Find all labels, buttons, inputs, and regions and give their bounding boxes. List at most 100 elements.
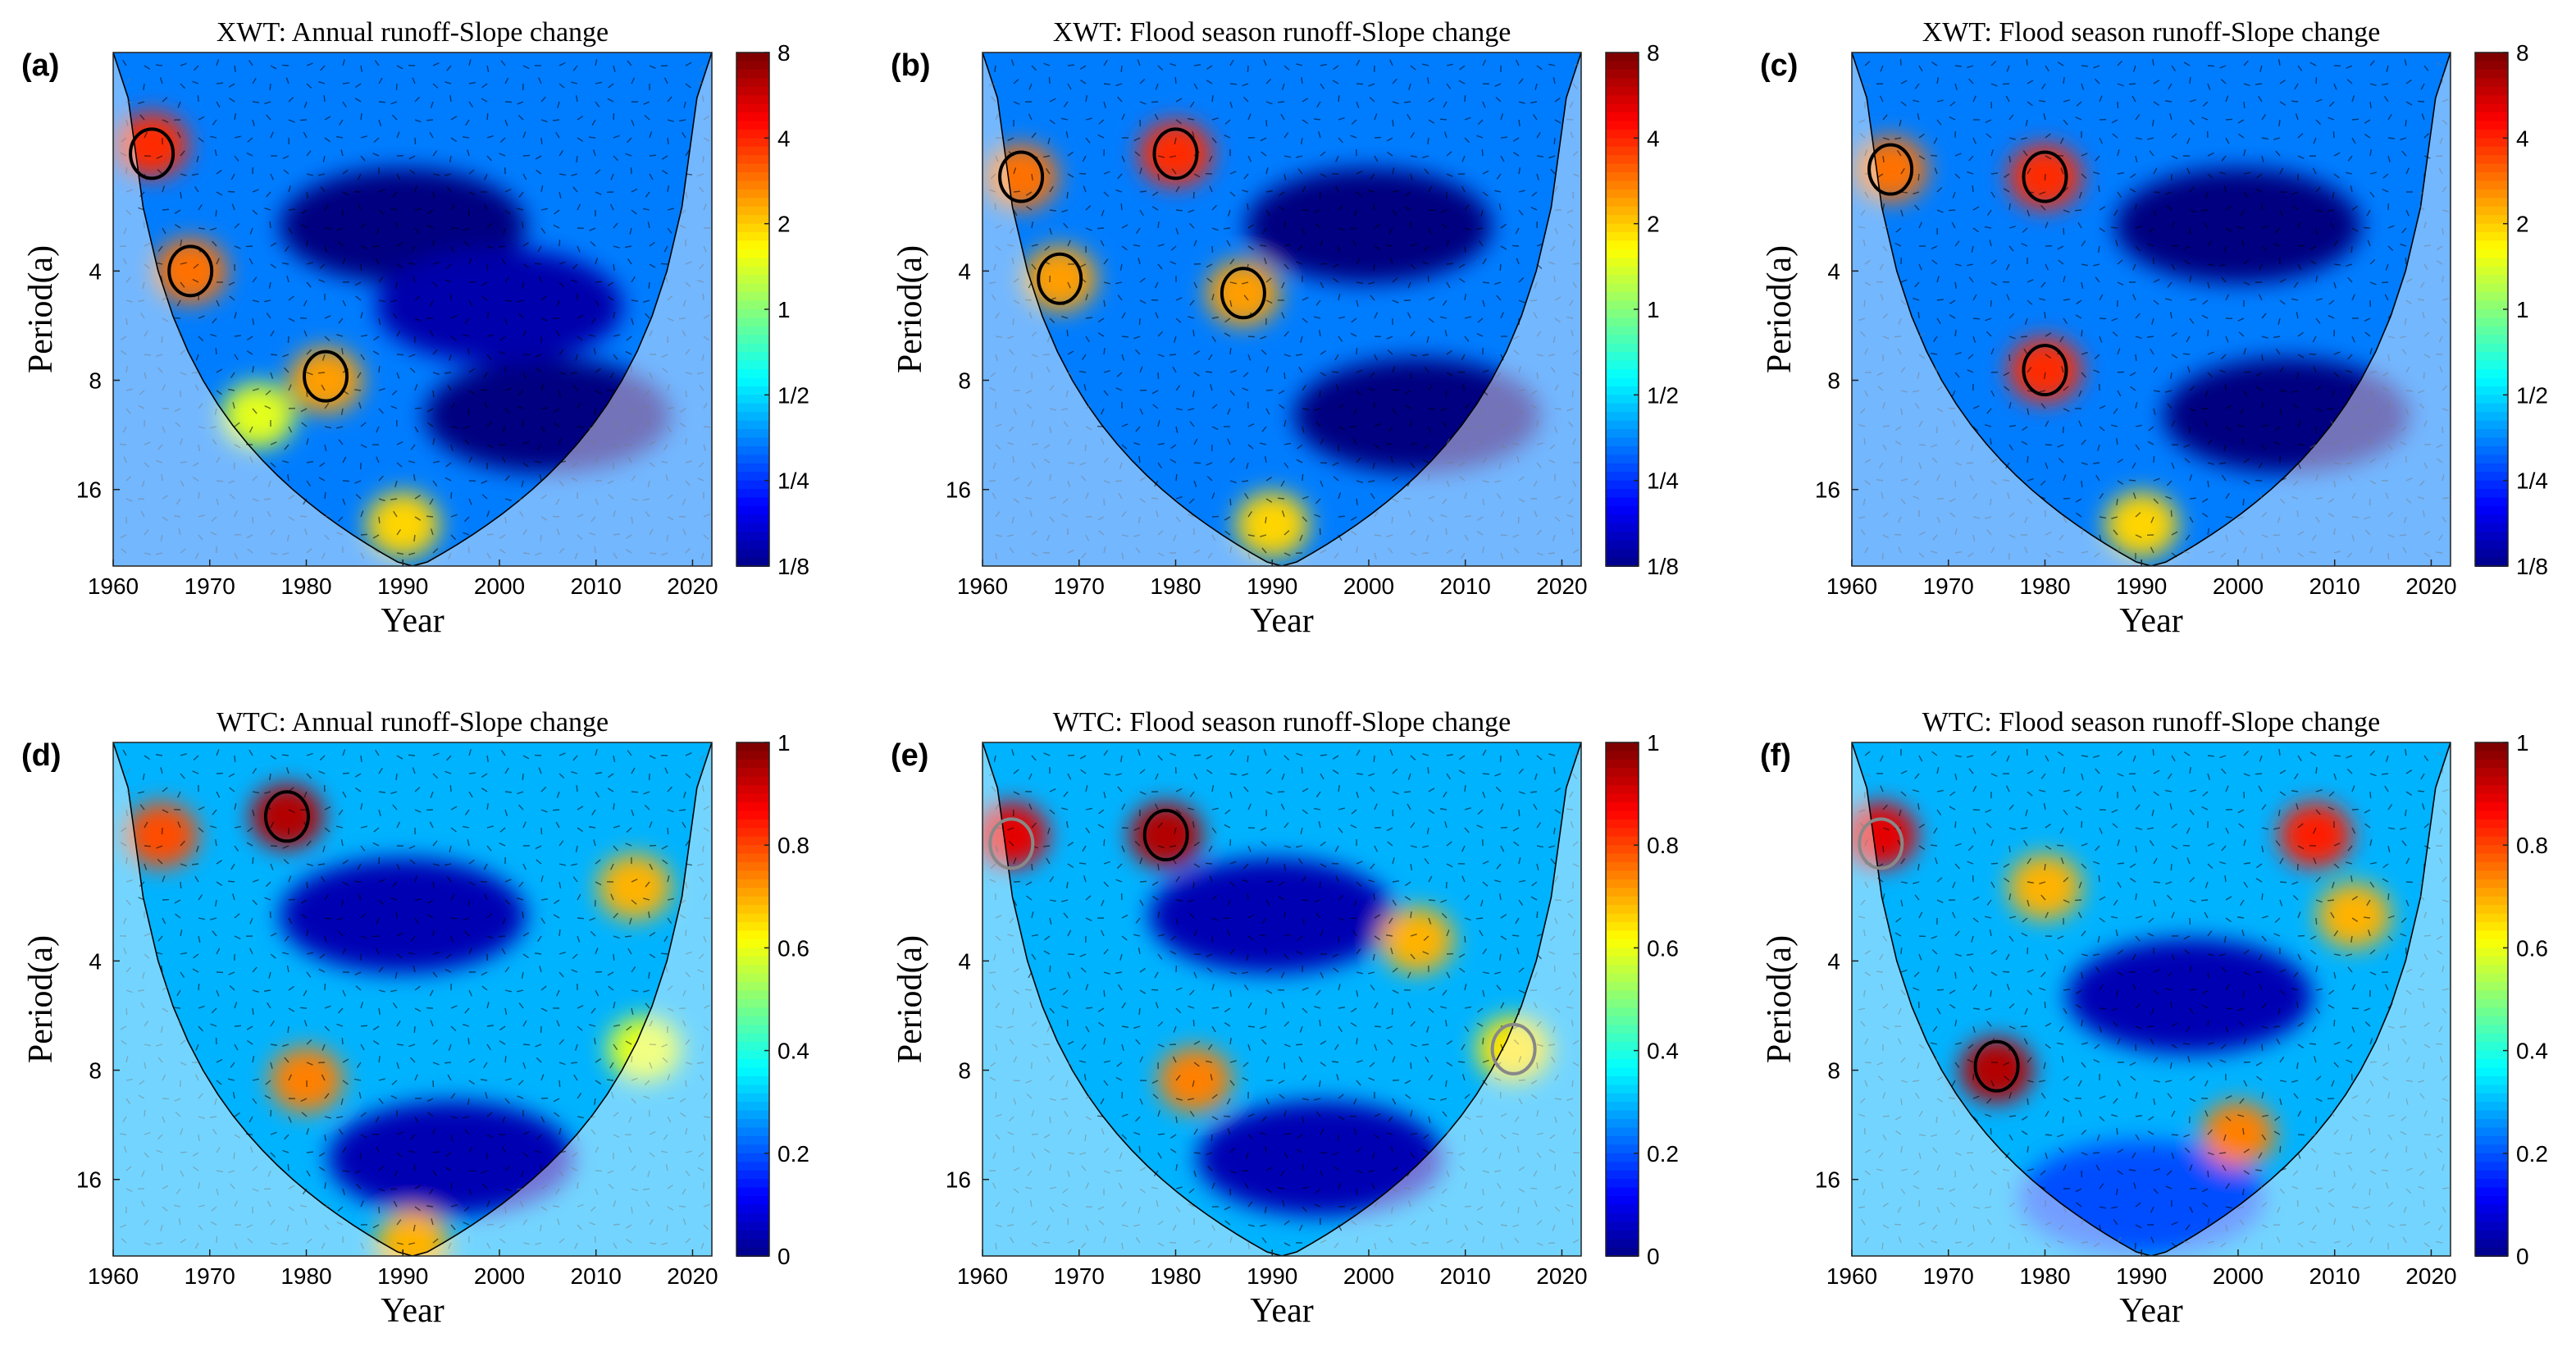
phase-arrow <box>157 858 163 865</box>
phase-arrow <box>504 1007 508 1015</box>
phase-arrow <box>1247 552 1251 559</box>
phase-arrow <box>1084 444 1087 452</box>
phase-arrow <box>1247 534 1255 537</box>
phase-arrow <box>210 135 217 139</box>
phase-arrow <box>1211 1025 1216 1033</box>
phase-arrow <box>2225 205 2232 211</box>
phase-arrow <box>2405 119 2407 127</box>
phase-arrow <box>1013 79 1019 84</box>
phase-arrow <box>1296 459 1303 464</box>
colorbar-segment <box>2475 103 2508 114</box>
phase-arrow <box>2225 534 2228 541</box>
phase-arrow <box>1013 477 1020 482</box>
phase-arrow <box>1514 426 1520 433</box>
phase-arrow <box>360 533 368 536</box>
colorbar-segment <box>2475 189 2508 199</box>
phase-arrow <box>1566 408 1574 412</box>
phase-arrow <box>500 750 506 756</box>
phase-arrow <box>468 81 476 84</box>
phase-arrow <box>2151 317 2154 325</box>
phase-arrow <box>667 227 672 234</box>
phase-arrow <box>2021 441 2028 445</box>
phase-arrow <box>1407 480 1411 487</box>
significance-contour <box>167 244 214 298</box>
colorbar-segment <box>736 1007 769 1017</box>
phase-arrow <box>1320 240 1324 247</box>
phase-arrow <box>608 773 614 779</box>
phase-arrow <box>283 169 290 175</box>
phase-arrow <box>995 336 1003 338</box>
phase-arrow <box>667 1007 674 1012</box>
phase-arrow <box>283 859 290 865</box>
phase-arrow <box>2081 329 2083 337</box>
phase-arrow <box>378 77 383 84</box>
phase-arrow <box>1061 514 1069 518</box>
phase-arrow <box>2294 83 2299 90</box>
heatmap-hot-spot <box>269 1047 344 1113</box>
phase-arrow <box>2369 101 2372 109</box>
phase-arrow <box>1008 1116 1014 1122</box>
phase-arrow <box>1374 245 1381 250</box>
phase-arrow <box>1139 477 1147 482</box>
phase-arrow <box>2381 281 2389 284</box>
phase-arrow <box>1554 185 1558 193</box>
phase-arrow <box>481 281 488 286</box>
phase-arrow <box>2442 98 2449 103</box>
phase-arrow <box>1079 1060 1087 1063</box>
phase-arrow <box>540 1074 545 1081</box>
phase-arrow <box>2027 408 2030 415</box>
colorbar-segment <box>2475 78 2508 88</box>
phase-arrow <box>992 953 996 961</box>
phase-arrow <box>1103 1038 1106 1045</box>
phase-arrow <box>994 203 996 211</box>
phase-arrow <box>1192 191 1195 199</box>
phase-arrow <box>540 295 547 301</box>
phase-arrow <box>988 480 996 482</box>
phase-arrow <box>1031 1021 1037 1027</box>
phase-arrow <box>467 149 470 157</box>
phase-arrow <box>1356 861 1363 865</box>
phase-arrow <box>1351 119 1357 126</box>
phase-arrow <box>2274 426 2281 432</box>
phase-arrow <box>1459 476 1466 482</box>
phase-arrow <box>375 1116 380 1123</box>
phase-arrow <box>1332 1152 1339 1156</box>
phase-arrow <box>270 755 277 760</box>
phase-arrow <box>1374 136 1382 139</box>
y-tick-label: 8 <box>89 1058 102 1084</box>
phase-arrow <box>249 227 253 235</box>
phase-arrow <box>643 405 650 409</box>
phase-arrow <box>144 354 152 356</box>
phase-arrow <box>306 173 313 176</box>
phase-arrow <box>1428 516 1434 523</box>
phase-arrow <box>281 262 290 265</box>
phase-arrow <box>660 460 668 464</box>
phase-arrow <box>2129 188 2136 193</box>
phase-arrow <box>2207 152 2214 157</box>
phase-arrow <box>2131 95 2136 103</box>
phase-arrow <box>665 1164 668 1171</box>
phase-arrow <box>595 948 599 955</box>
phase-arrow <box>540 384 545 391</box>
phase-arrow <box>1482 498 1485 506</box>
phase-arrow <box>1063 101 1069 107</box>
phase-arrow <box>1139 857 1143 865</box>
phase-arrow <box>613 311 616 319</box>
phase-arrow <box>1247 336 1256 338</box>
significance-contour <box>2022 344 2068 397</box>
phase-arrow <box>1247 755 1249 763</box>
phase-arrow <box>609 372 614 379</box>
phase-arrow <box>1265 880 1274 883</box>
phase-arrow <box>2045 222 2049 229</box>
phase-arrow <box>1320 480 1324 487</box>
phase-arrow <box>1428 227 1432 235</box>
phase-arrow <box>1900 209 1904 217</box>
phase-arrow <box>2076 299 2082 305</box>
phase-arrow <box>2363 226 2371 229</box>
phase-arrow <box>1245 1152 1249 1159</box>
phase-arrow <box>1320 754 1328 756</box>
phase-arrow <box>679 224 686 229</box>
phase-arrow <box>1446 1128 1451 1135</box>
phase-arrow <box>193 953 199 959</box>
phase-arrow <box>144 932 151 937</box>
